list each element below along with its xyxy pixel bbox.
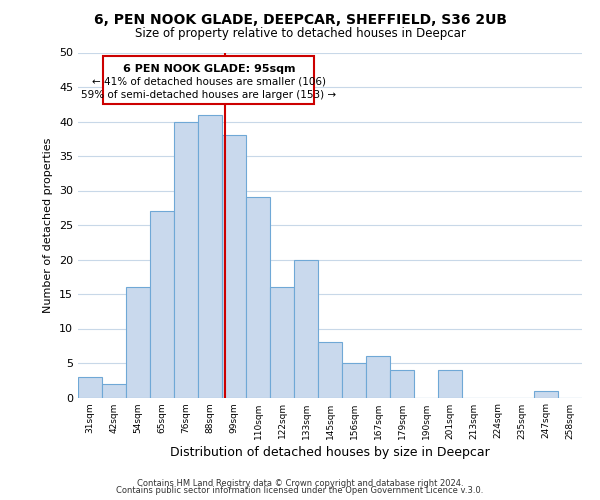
Bar bbox=[102, 384, 126, 398]
Text: Size of property relative to detached houses in Deepcar: Size of property relative to detached ho… bbox=[134, 28, 466, 40]
Bar bbox=[390, 370, 414, 398]
Bar bbox=[103, 56, 314, 104]
Bar bbox=[342, 363, 366, 398]
Bar bbox=[150, 211, 174, 398]
Bar bbox=[246, 198, 270, 398]
Bar bbox=[318, 342, 342, 398]
Text: Contains HM Land Registry data © Crown copyright and database right 2024.: Contains HM Land Registry data © Crown c… bbox=[137, 478, 463, 488]
Text: 59% of semi-detached houses are larger (153) →: 59% of semi-detached houses are larger (… bbox=[81, 90, 337, 100]
X-axis label: Distribution of detached houses by size in Deepcar: Distribution of detached houses by size … bbox=[170, 446, 490, 458]
Bar bbox=[534, 390, 558, 398]
Text: ← 41% of detached houses are smaller (106): ← 41% of detached houses are smaller (10… bbox=[92, 76, 326, 86]
Y-axis label: Number of detached properties: Number of detached properties bbox=[43, 138, 53, 312]
Bar bbox=[366, 356, 390, 398]
Bar bbox=[438, 370, 462, 398]
Text: 6 PEN NOOK GLADE: 95sqm: 6 PEN NOOK GLADE: 95sqm bbox=[122, 64, 295, 74]
Bar bbox=[222, 136, 246, 398]
Text: 6, PEN NOOK GLADE, DEEPCAR, SHEFFIELD, S36 2UB: 6, PEN NOOK GLADE, DEEPCAR, SHEFFIELD, S… bbox=[94, 12, 506, 26]
Text: Contains public sector information licensed under the Open Government Licence v.: Contains public sector information licen… bbox=[116, 486, 484, 495]
Bar bbox=[198, 114, 222, 398]
Bar bbox=[270, 287, 294, 398]
Bar bbox=[174, 122, 198, 398]
Bar bbox=[78, 377, 102, 398]
Bar bbox=[126, 287, 150, 398]
Bar bbox=[294, 260, 318, 398]
